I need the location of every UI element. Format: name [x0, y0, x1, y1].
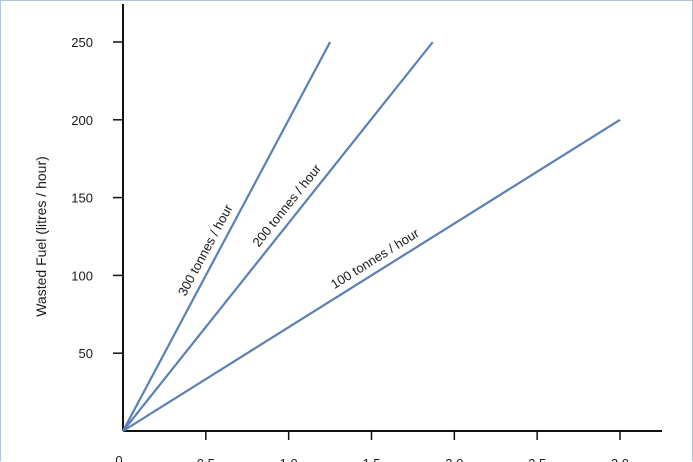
- series-label: 300 tonnes / hour: [175, 201, 236, 298]
- y-tick-label: 50: [79, 346, 93, 361]
- series-lines: [122, 41, 621, 432]
- x-tick-label: 1.0: [280, 456, 298, 462]
- y-tick-label: 100: [71, 268, 93, 283]
- x-tick-label: 0: [115, 453, 122, 462]
- series-line: [122, 41, 434, 432]
- x-tick-label: 1.5: [362, 456, 380, 462]
- y-axis-title: Wasted Fuel (litres / hour): [33, 156, 49, 317]
- series-label: 100 tonnes / hour: [328, 225, 422, 292]
- x-tick-label: 0.5: [197, 456, 215, 462]
- y-ticks: 50 100 150 200 250: [71, 35, 123, 361]
- y-tick-label: 150: [71, 191, 93, 206]
- y-tick-label: 200: [71, 113, 93, 128]
- series-line: [122, 118, 621, 432]
- x-tick-label: 2.0: [445, 456, 463, 462]
- series-line: [122, 41, 332, 432]
- x-tick-label: 2.5: [528, 456, 546, 462]
- y-tick-label: 250: [71, 35, 93, 50]
- x-tick-label: 3.0: [611, 456, 629, 462]
- x-ticks: 0 0.5 1.0 1.5 2.0 2.5 3.0: [115, 431, 629, 462]
- axes: [122, 4, 662, 432]
